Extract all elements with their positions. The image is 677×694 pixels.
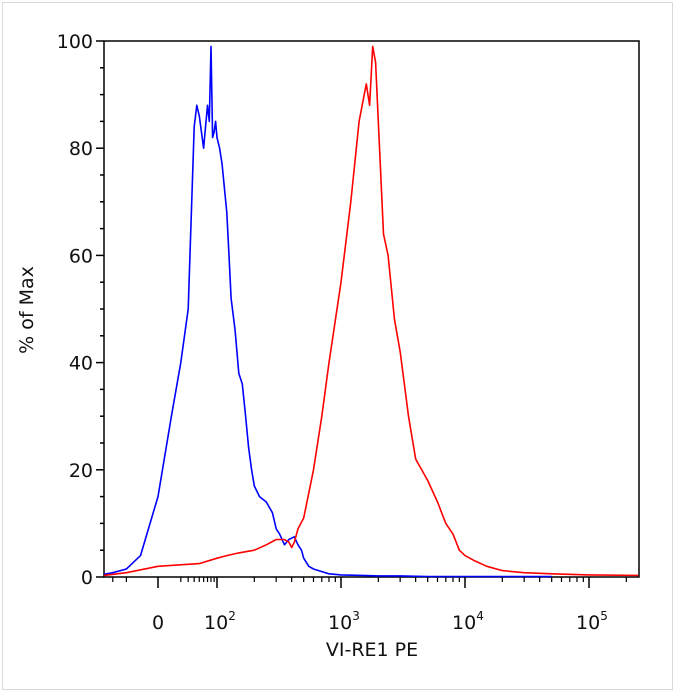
x-tick-label: 104 — [452, 609, 484, 634]
x-tick-label: 0 — [152, 612, 164, 634]
series-layer — [103, 45, 639, 578]
x-tick-label: 105 — [576, 609, 608, 634]
y-tick-label: 40 — [69, 353, 93, 375]
x-tick-label: 102 — [204, 609, 236, 634]
y-axis-title: % of Max — [16, 266, 38, 354]
x-axis-title: VI-RE1 PE — [326, 639, 418, 661]
y-tick-label: 60 — [69, 245, 93, 267]
plot-border — [103, 40, 640, 578]
axes-layer: 0 20 40 60 80 100 0 102 103 104 105 — [57, 31, 627, 634]
y-tick-label: 100 — [57, 31, 93, 53]
series-line-2 — [103, 45, 639, 577]
y-tick-label: 0 — [81, 567, 93, 589]
plot-area — [103, 40, 640, 578]
series-line-1 — [103, 45, 552, 578]
x-tick-label: 103 — [328, 609, 360, 634]
y-tick-label: 80 — [69, 138, 93, 160]
y-tick-label: 20 — [69, 460, 93, 482]
